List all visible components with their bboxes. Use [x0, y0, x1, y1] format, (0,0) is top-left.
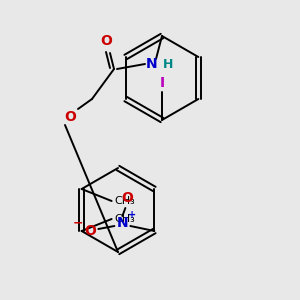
- Text: O: O: [84, 224, 96, 238]
- Text: H: H: [163, 58, 173, 70]
- Text: +: +: [128, 210, 136, 220]
- Text: CH₃: CH₃: [115, 196, 135, 206]
- Text: N: N: [146, 57, 158, 71]
- Text: O: O: [64, 110, 76, 124]
- Text: I: I: [159, 76, 165, 90]
- Text: O: O: [100, 34, 112, 48]
- Text: O: O: [122, 191, 133, 205]
- Text: −: −: [73, 217, 84, 230]
- Text: N: N: [117, 216, 128, 230]
- Text: CH₃: CH₃: [115, 214, 135, 224]
